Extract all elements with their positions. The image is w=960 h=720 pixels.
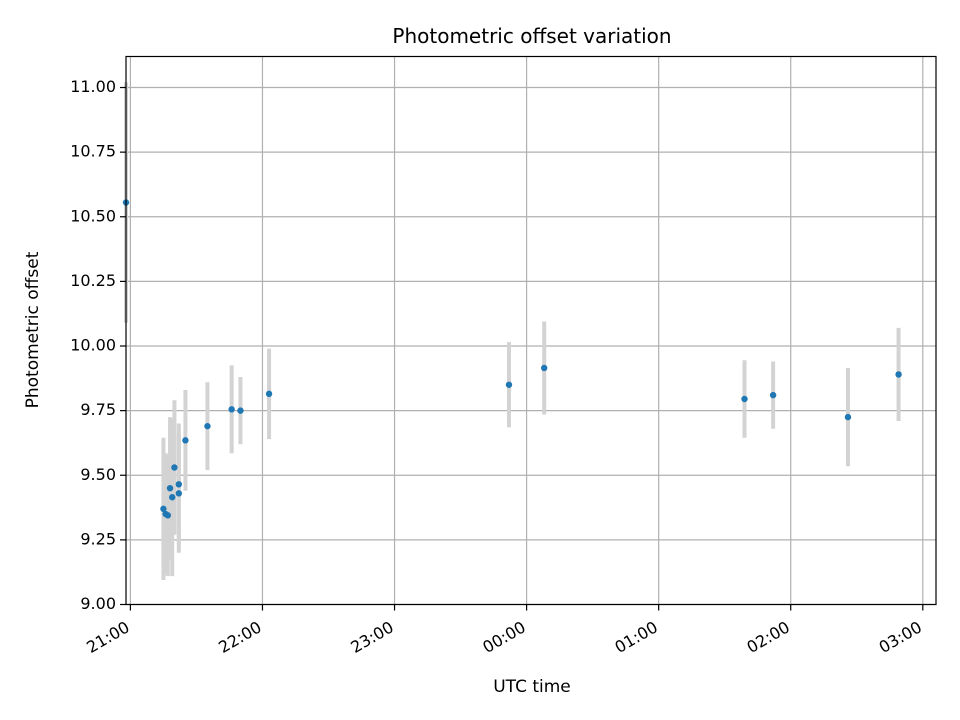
y-tick-label: 10.25 — [70, 271, 116, 290]
y-tick-label: 9.50 — [80, 465, 116, 484]
data-point — [237, 407, 244, 414]
data-point — [169, 494, 176, 501]
y-tick-label: 10.00 — [70, 336, 116, 355]
data-point — [160, 505, 167, 513]
data-point — [769, 391, 777, 399]
y-axis-ticks: 9.00 9.25 9.50 9.75 10.00 10.25 10.50 10.75 11.0… — [70, 77, 126, 613]
y-tick-label: 11.00 — [70, 77, 116, 96]
data-point — [505, 381, 513, 388]
y-tick-label: 9.75 — [80, 400, 116, 419]
data-point — [166, 484, 174, 492]
data-point — [171, 464, 178, 471]
data-point — [265, 390, 273, 398]
y-axis-label: Photometric offset — [23, 251, 43, 408]
plot-frame — [125, 55, 937, 606]
data-point — [228, 406, 235, 413]
data-point — [895, 371, 902, 378]
x-axis-label: UTC time — [493, 677, 571, 697]
grid — [126, 56, 936, 606]
data-points — [122, 199, 902, 519]
y-tick-label: 10.50 — [70, 206, 116, 225]
data-point — [164, 512, 172, 519]
y-tick-label: 9.25 — [80, 529, 116, 548]
y-tick-label: 10.75 — [70, 142, 116, 161]
data-point — [204, 422, 211, 430]
data-point — [741, 395, 748, 403]
data-point — [182, 437, 189, 444]
data-point — [844, 413, 852, 421]
chart-title: Photometric offset variation — [392, 24, 671, 48]
data-point — [175, 481, 183, 488]
data-point — [541, 364, 548, 372]
data-point — [175, 490, 183, 497]
y-tick-label: 9.00 — [80, 594, 116, 613]
